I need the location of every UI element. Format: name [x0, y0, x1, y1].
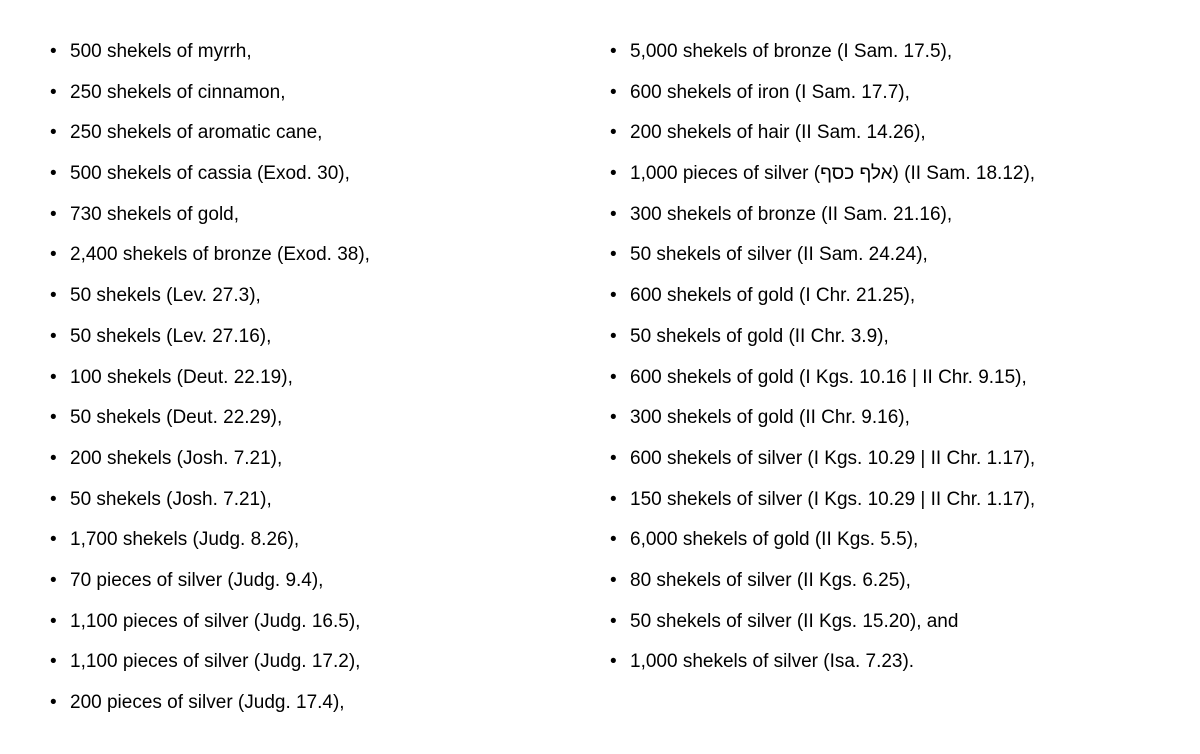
- list-item: 2,400 shekels of bronze (Exod. 38),: [70, 235, 600, 276]
- list-item: 100 shekels (Deut. 22.19),: [70, 358, 600, 399]
- list-item: 1,700 shekels (Judg. 8.26),: [70, 520, 600, 561]
- list-item: 250 shekels of cinnamon,: [70, 73, 600, 114]
- list-item: 200 pieces of silver (Judg. 17.4),: [70, 683, 600, 724]
- list-item: 6,000 shekels of gold (II Kgs. 5.5),: [630, 520, 1160, 561]
- list-item: 600 shekels of gold (I Chr. 21.25),: [630, 276, 1160, 317]
- list-item: 50 shekels (Josh. 7.21),: [70, 480, 600, 521]
- list-item: 1,000 pieces of silver (אלף כסף) (II Sam…: [630, 154, 1160, 195]
- list-item: 600 shekels of silver (I Kgs. 10.29 | II…: [630, 439, 1160, 480]
- list-item: 70 pieces of silver (Judg. 9.4),: [70, 561, 600, 602]
- list-item: 50 shekels of silver (II Kgs. 15.20), an…: [630, 602, 1160, 643]
- list-item: 500 shekels of cassia (Exod. 30),: [70, 154, 600, 195]
- left-column: 500 shekels of myrrh, 250 shekels of cin…: [40, 32, 600, 722]
- list-item: 200 shekels of hair (II Sam. 14.26),: [630, 113, 1160, 154]
- page: 500 shekels of myrrh, 250 shekels of cin…: [0, 0, 1200, 754]
- list-item: 50 shekels (Lev. 27.3),: [70, 276, 600, 317]
- list-item: 300 shekels of gold (II Chr. 9.16),: [630, 398, 1160, 439]
- list-item: 300 shekels of bronze (II Sam. 21.16),: [630, 195, 1160, 236]
- list-item: 500 shekels of myrrh,: [70, 32, 600, 73]
- left-list: 500 shekels of myrrh, 250 shekels of cin…: [40, 32, 600, 724]
- list-item: 50 shekels of silver (II Sam. 24.24),: [630, 235, 1160, 276]
- right-column: 5,000 shekels of bronze (I Sam. 17.5), 6…: [600, 32, 1160, 722]
- list-item: 150 shekels of silver (I Kgs. 10.29 | II…: [630, 480, 1160, 521]
- list-item: 200 shekels (Josh. 7.21),: [70, 439, 600, 480]
- list-item: 1,000 shekels of silver (Isa. 7.23).: [630, 642, 1160, 683]
- list-item: 730 shekels of gold,: [70, 195, 600, 236]
- list-item: 1,100 pieces of silver (Judg. 16.5),: [70, 602, 600, 643]
- list-item: 1,100 pieces of silver (Judg. 17.2),: [70, 642, 600, 683]
- list-item: 5,000 shekels of bronze (I Sam. 17.5),: [630, 32, 1160, 73]
- list-item: 80 shekels of silver (II Kgs. 6.25),: [630, 561, 1160, 602]
- list-item: 600 shekels of gold (I Kgs. 10.16 | II C…: [630, 358, 1160, 399]
- list-item: 600 shekels of iron (I Sam. 17.7),: [630, 73, 1160, 114]
- right-list: 5,000 shekels of bronze (I Sam. 17.5), 6…: [600, 32, 1160, 683]
- list-item: 50 shekels of gold (II Chr. 3.9),: [630, 317, 1160, 358]
- list-item: 50 shekels (Lev. 27.16),: [70, 317, 600, 358]
- list-item: 50 shekels (Deut. 22.29),: [70, 398, 600, 439]
- list-item: 250 shekels of aromatic cane,: [70, 113, 600, 154]
